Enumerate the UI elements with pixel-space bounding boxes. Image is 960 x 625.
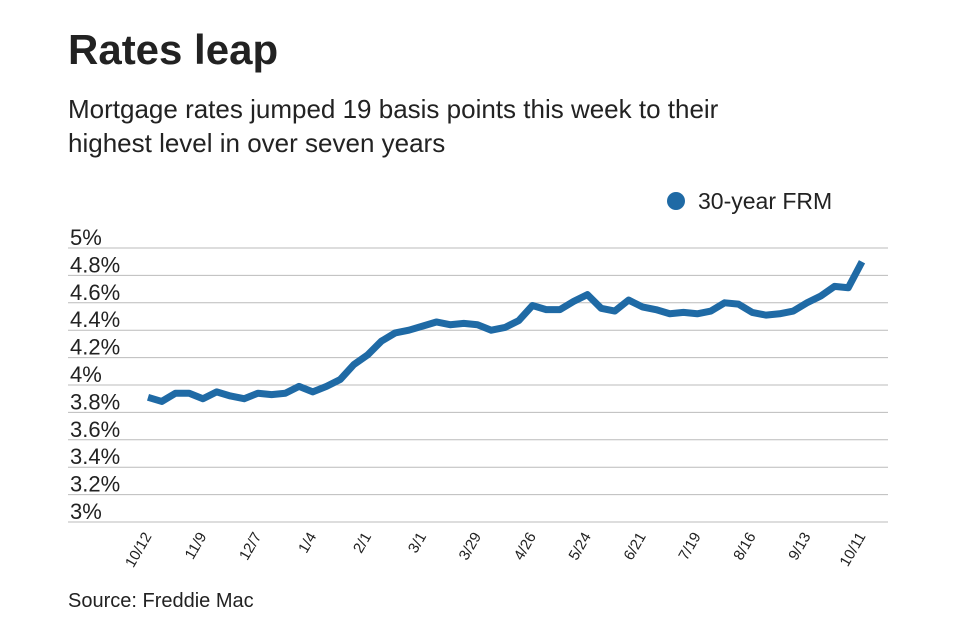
y-tick-label: 3% bbox=[70, 499, 102, 524]
y-tick-label: 4.8% bbox=[70, 252, 120, 277]
x-tick-label: 3/1 bbox=[405, 530, 430, 557]
x-tick-label: 10/11 bbox=[837, 530, 870, 570]
x-tick-label: 8/16 bbox=[730, 530, 759, 564]
x-tick-label: 9/13 bbox=[785, 530, 814, 564]
x-tick-label: 6/21 bbox=[620, 530, 649, 564]
source-note: Source: Freddie Mac bbox=[68, 590, 254, 612]
chart-title: Rates leap bbox=[68, 26, 278, 73]
x-tick-label: 2/1 bbox=[350, 530, 375, 557]
y-tick-label: 4% bbox=[70, 362, 102, 387]
y-tick-label: 3.8% bbox=[70, 389, 120, 414]
y-tick-label: 3.6% bbox=[70, 417, 120, 442]
x-tick-label: 10/12 bbox=[122, 530, 155, 571]
legend-marker bbox=[667, 192, 685, 210]
x-tick-label: 1/4 bbox=[295, 530, 320, 557]
x-tick-label: 7/19 bbox=[675, 530, 704, 564]
x-tick-label: 11/9 bbox=[182, 530, 211, 563]
chart-subtitle: Mortgage rates jumped 19 basis points th… bbox=[68, 94, 719, 124]
y-tick-label: 4.2% bbox=[70, 335, 120, 360]
y-tick-label: 3.2% bbox=[70, 472, 120, 497]
x-tick-label: 4/26 bbox=[511, 530, 540, 564]
x-tick-label: 3/29 bbox=[456, 530, 485, 564]
data-line bbox=[146, 260, 866, 405]
y-tick-label: 4.6% bbox=[70, 280, 120, 305]
x-tick-label: 5/24 bbox=[566, 530, 595, 564]
x-tick-label: 12/7 bbox=[236, 530, 265, 564]
legend-label: 30-year FRM bbox=[698, 188, 832, 214]
y-tick-label: 3.4% bbox=[70, 444, 120, 469]
y-tick-label: 4.4% bbox=[70, 307, 120, 332]
y-tick-label: 5% bbox=[70, 225, 102, 250]
chart-subtitle: highest level in over seven years bbox=[68, 128, 445, 158]
